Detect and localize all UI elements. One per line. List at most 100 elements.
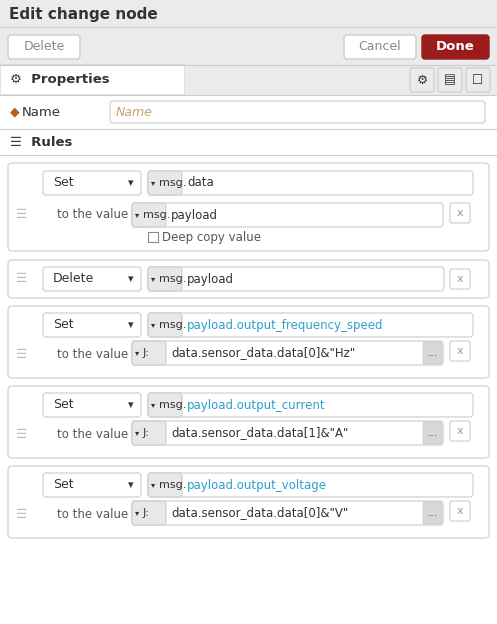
Text: ...: ...: [427, 348, 437, 358]
FancyBboxPatch shape: [466, 68, 490, 92]
Text: Cancel: Cancel: [359, 41, 401, 54]
FancyBboxPatch shape: [0, 65, 185, 95]
Text: Done: Done: [436, 41, 474, 54]
Bar: [0, 65, 497, 95]
FancyBboxPatch shape: [43, 313, 141, 337]
Text: J:: J:: [143, 428, 150, 438]
FancyBboxPatch shape: [423, 502, 442, 524]
Text: ▾: ▾: [151, 178, 155, 187]
Text: Set: Set: [53, 479, 74, 492]
Bar: [148, 267, 182, 291]
FancyBboxPatch shape: [450, 421, 470, 441]
Text: ▾: ▾: [128, 320, 134, 330]
Text: msg.: msg.: [159, 178, 186, 188]
Bar: [132, 421, 166, 445]
FancyBboxPatch shape: [422, 35, 489, 59]
Bar: [423, 502, 442, 524]
FancyBboxPatch shape: [132, 421, 443, 445]
Text: payload.output_voltage: payload.output_voltage: [187, 479, 327, 492]
FancyBboxPatch shape: [423, 422, 442, 444]
FancyBboxPatch shape: [450, 203, 470, 223]
Text: payload.output_frequency_speed: payload.output_frequency_speed: [187, 318, 384, 331]
FancyBboxPatch shape: [8, 466, 489, 538]
Text: ☰: ☰: [16, 348, 28, 361]
Text: payload: payload: [171, 208, 218, 222]
FancyBboxPatch shape: [148, 313, 182, 337]
Text: msg.: msg.: [159, 274, 186, 284]
Text: ...: ...: [427, 508, 437, 518]
Text: msg.: msg.: [143, 210, 170, 220]
Text: ▾: ▾: [128, 400, 134, 410]
FancyBboxPatch shape: [148, 267, 444, 291]
FancyBboxPatch shape: [450, 269, 470, 289]
Bar: [132, 341, 166, 365]
FancyBboxPatch shape: [132, 421, 166, 445]
Bar: [148, 171, 182, 195]
FancyBboxPatch shape: [148, 267, 182, 291]
Bar: [0, 65, 185, 95]
Text: ▾: ▾: [128, 480, 134, 490]
Text: msg.: msg.: [159, 480, 186, 490]
Text: ◆: ◆: [10, 105, 19, 119]
FancyBboxPatch shape: [148, 171, 473, 195]
FancyBboxPatch shape: [410, 68, 434, 92]
FancyBboxPatch shape: [450, 501, 470, 521]
FancyBboxPatch shape: [148, 171, 182, 195]
FancyBboxPatch shape: [8, 260, 489, 298]
FancyBboxPatch shape: [132, 203, 443, 227]
Bar: [0, 95, 497, 129]
Bar: [132, 203, 166, 227]
Text: to the value: to the value: [57, 427, 128, 441]
Text: ▾: ▾: [135, 509, 139, 517]
Bar: [132, 501, 166, 525]
FancyBboxPatch shape: [438, 68, 462, 92]
FancyBboxPatch shape: [8, 386, 489, 458]
FancyBboxPatch shape: [148, 393, 182, 417]
FancyBboxPatch shape: [8, 35, 80, 59]
Text: to the value: to the value: [57, 348, 128, 361]
Text: ▾: ▾: [128, 178, 134, 188]
Text: Set: Set: [53, 318, 74, 331]
Text: ▾: ▾: [151, 275, 155, 283]
Text: J:: J:: [143, 348, 150, 358]
FancyBboxPatch shape: [148, 473, 473, 497]
Bar: [148, 393, 182, 417]
Text: Name: Name: [116, 105, 153, 119]
Text: ▾: ▾: [135, 348, 139, 358]
Text: ☰: ☰: [16, 273, 28, 286]
Bar: [0, 155, 497, 624]
Text: ▾: ▾: [135, 429, 139, 437]
Text: ...: ...: [427, 428, 437, 438]
Text: payload: payload: [187, 273, 234, 286]
Text: payload.output_current: payload.output_current: [187, 399, 326, 411]
Text: x: x: [457, 208, 463, 218]
Text: x: x: [457, 426, 463, 436]
Text: ☰: ☰: [16, 427, 28, 441]
Text: ☰  Rules: ☰ Rules: [10, 135, 73, 149]
Text: Delete: Delete: [53, 273, 94, 286]
FancyBboxPatch shape: [8, 163, 489, 251]
Bar: [423, 422, 442, 444]
Text: Name: Name: [22, 105, 61, 119]
Text: msg.: msg.: [159, 400, 186, 410]
Text: ☰: ☰: [16, 507, 28, 520]
Text: data.sensor_data.data[0]&"V": data.sensor_data.data[0]&"V": [171, 507, 348, 520]
Text: J:: J:: [143, 508, 150, 518]
FancyBboxPatch shape: [132, 501, 166, 525]
FancyBboxPatch shape: [132, 341, 166, 365]
Text: ▾: ▾: [151, 401, 155, 409]
Text: Set: Set: [53, 399, 74, 411]
Bar: [185, 65, 497, 95]
FancyBboxPatch shape: [132, 341, 443, 365]
Text: data: data: [187, 177, 214, 190]
FancyBboxPatch shape: [148, 313, 473, 337]
FancyBboxPatch shape: [450, 341, 470, 361]
Text: Set: Set: [53, 177, 74, 190]
Text: x: x: [457, 346, 463, 356]
Bar: [0, 545, 497, 624]
Bar: [0, 27, 497, 65]
Text: ▤: ▤: [444, 74, 456, 87]
Text: ▾: ▾: [135, 210, 139, 220]
Text: to the value: to the value: [57, 507, 128, 520]
Text: msg.: msg.: [159, 320, 186, 330]
